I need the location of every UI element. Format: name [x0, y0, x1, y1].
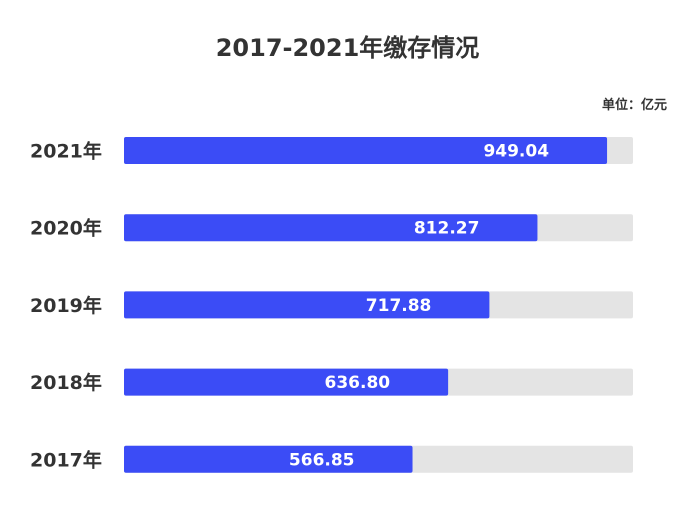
bar-5 [124, 445, 413, 473]
chart-title: 2017-2021年缴存情况 [215, 34, 480, 62]
category-label: 2018年 [30, 371, 102, 394]
category-label: 2020年 [30, 217, 102, 240]
value-label: 636.80 [325, 373, 391, 393]
bar-2 [124, 214, 538, 242]
value-label: 949.04 [483, 142, 549, 162]
category-label: 2019年 [30, 294, 102, 317]
category-label: 2021年 [30, 140, 102, 163]
category-label: 2017年 [30, 448, 102, 471]
bar-3 [124, 291, 490, 319]
value-label: 566.85 [289, 450, 355, 470]
unit-label: 单位：亿元 [601, 98, 667, 113]
bar-4 [124, 368, 449, 396]
bar-1 [124, 137, 608, 164]
value-label: 717.88 [366, 296, 432, 316]
value-label: 812.27 [414, 219, 480, 239]
